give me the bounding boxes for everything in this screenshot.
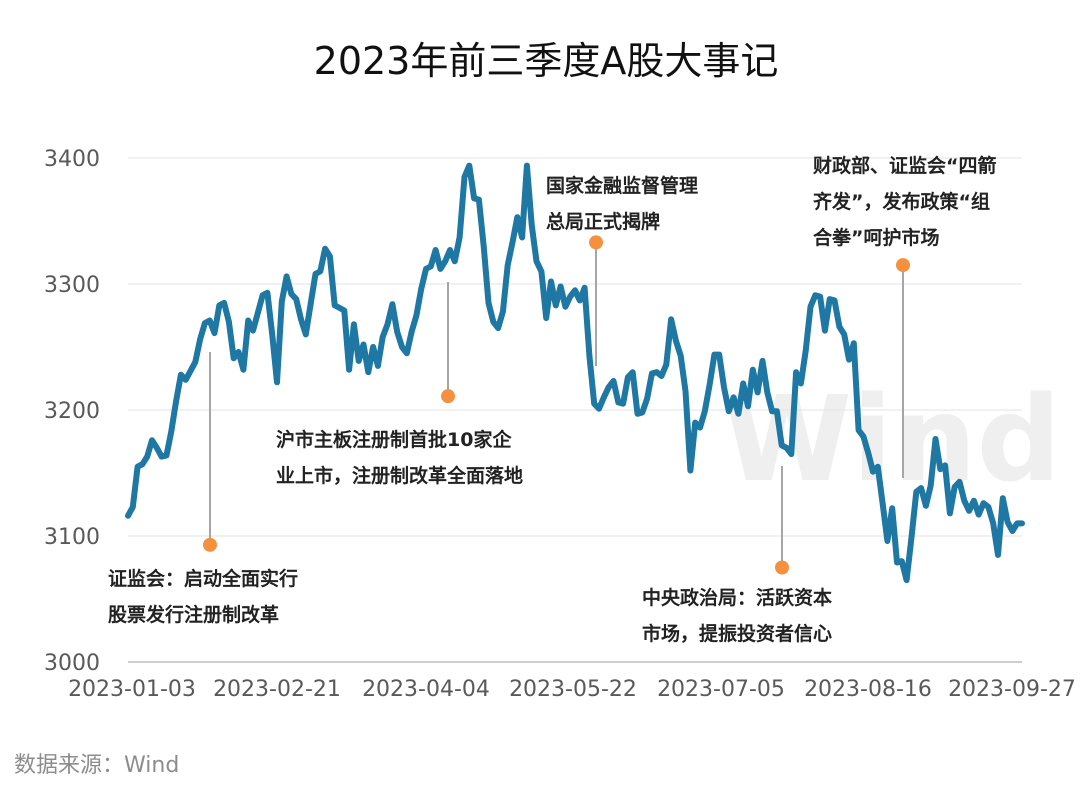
y-tick-label: 3300 [44, 273, 100, 298]
y-tick-label: 3100 [44, 525, 100, 550]
x-tick-label: 2023-09-27 [948, 677, 1076, 702]
series-line-shanghai-index [125, 162, 1025, 584]
annotation-text: 合拳”呵护市场 [813, 226, 940, 249]
source-note: 数据来源：Wind [14, 753, 179, 778]
x-tick-label: 2023-01-03 [68, 677, 196, 702]
y-tick-label: 3000 [44, 651, 100, 676]
x-tick-label: 2023-05-22 [509, 677, 637, 702]
x-tick-label: 2023-08-16 [804, 677, 932, 702]
x-tick-label: 2023-02-21 [213, 677, 341, 702]
y-tick-label: 3200 [44, 399, 100, 424]
annotation-dot [203, 537, 217, 552]
gridlines [128, 157, 1022, 663]
x-axis: 2023-01-03 2023-02-21 2023-04-04 2023-05-22… [68, 677, 1076, 702]
annotation-text: 中央政治局：活跃资本 [642, 586, 832, 609]
annotation-text: 沪市主板注册制首批10家企 [276, 428, 512, 451]
annotation-dot [775, 560, 789, 575]
x-tick-label: 2023-04-04 [362, 677, 490, 702]
annotation-text: 股票发行注册制改革 [108, 603, 279, 626]
annotation-dot [441, 389, 455, 404]
annotation-dot [896, 258, 910, 273]
annotation-text: 市场，提振投资者信心 [642, 622, 832, 645]
annotation-markers [203, 235, 910, 575]
annotation-text: 国家金融监督管理 [546, 174, 698, 197]
watermark: Wind [722, 370, 1061, 508]
annotation-dot [589, 235, 603, 250]
annotation-leaders [209, 243, 904, 566]
annotation-text: 总局正式揭牌 [546, 210, 660, 233]
chart-title: 2023年前三季度A股大事记 [314, 39, 779, 83]
annotation-text: 齐发”，发布政策“组 [813, 190, 990, 213]
y-tick-label: 3400 [44, 147, 100, 172]
annotation-text: 业上市，注册制改革全面落地 [276, 464, 523, 487]
annotation-text: 证监会：启动全面实行 [108, 567, 298, 590]
y-axis: 3000 3100 3200 3300 3400 [44, 147, 100, 676]
annotation-text: 财政部、证监会“四箭 [813, 154, 997, 177]
x-tick-label: 2023-07-05 [657, 677, 785, 702]
